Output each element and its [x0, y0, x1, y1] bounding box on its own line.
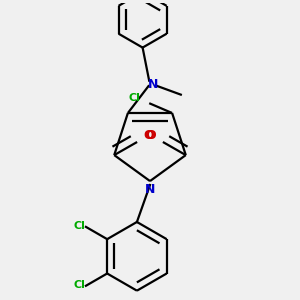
Text: N: N	[145, 183, 155, 196]
Text: Cl: Cl	[74, 280, 85, 290]
Text: O: O	[146, 129, 157, 142]
Text: O: O	[143, 129, 154, 142]
Text: N: N	[148, 78, 158, 91]
Text: Cl: Cl	[129, 93, 140, 103]
Text: Cl: Cl	[74, 221, 85, 231]
